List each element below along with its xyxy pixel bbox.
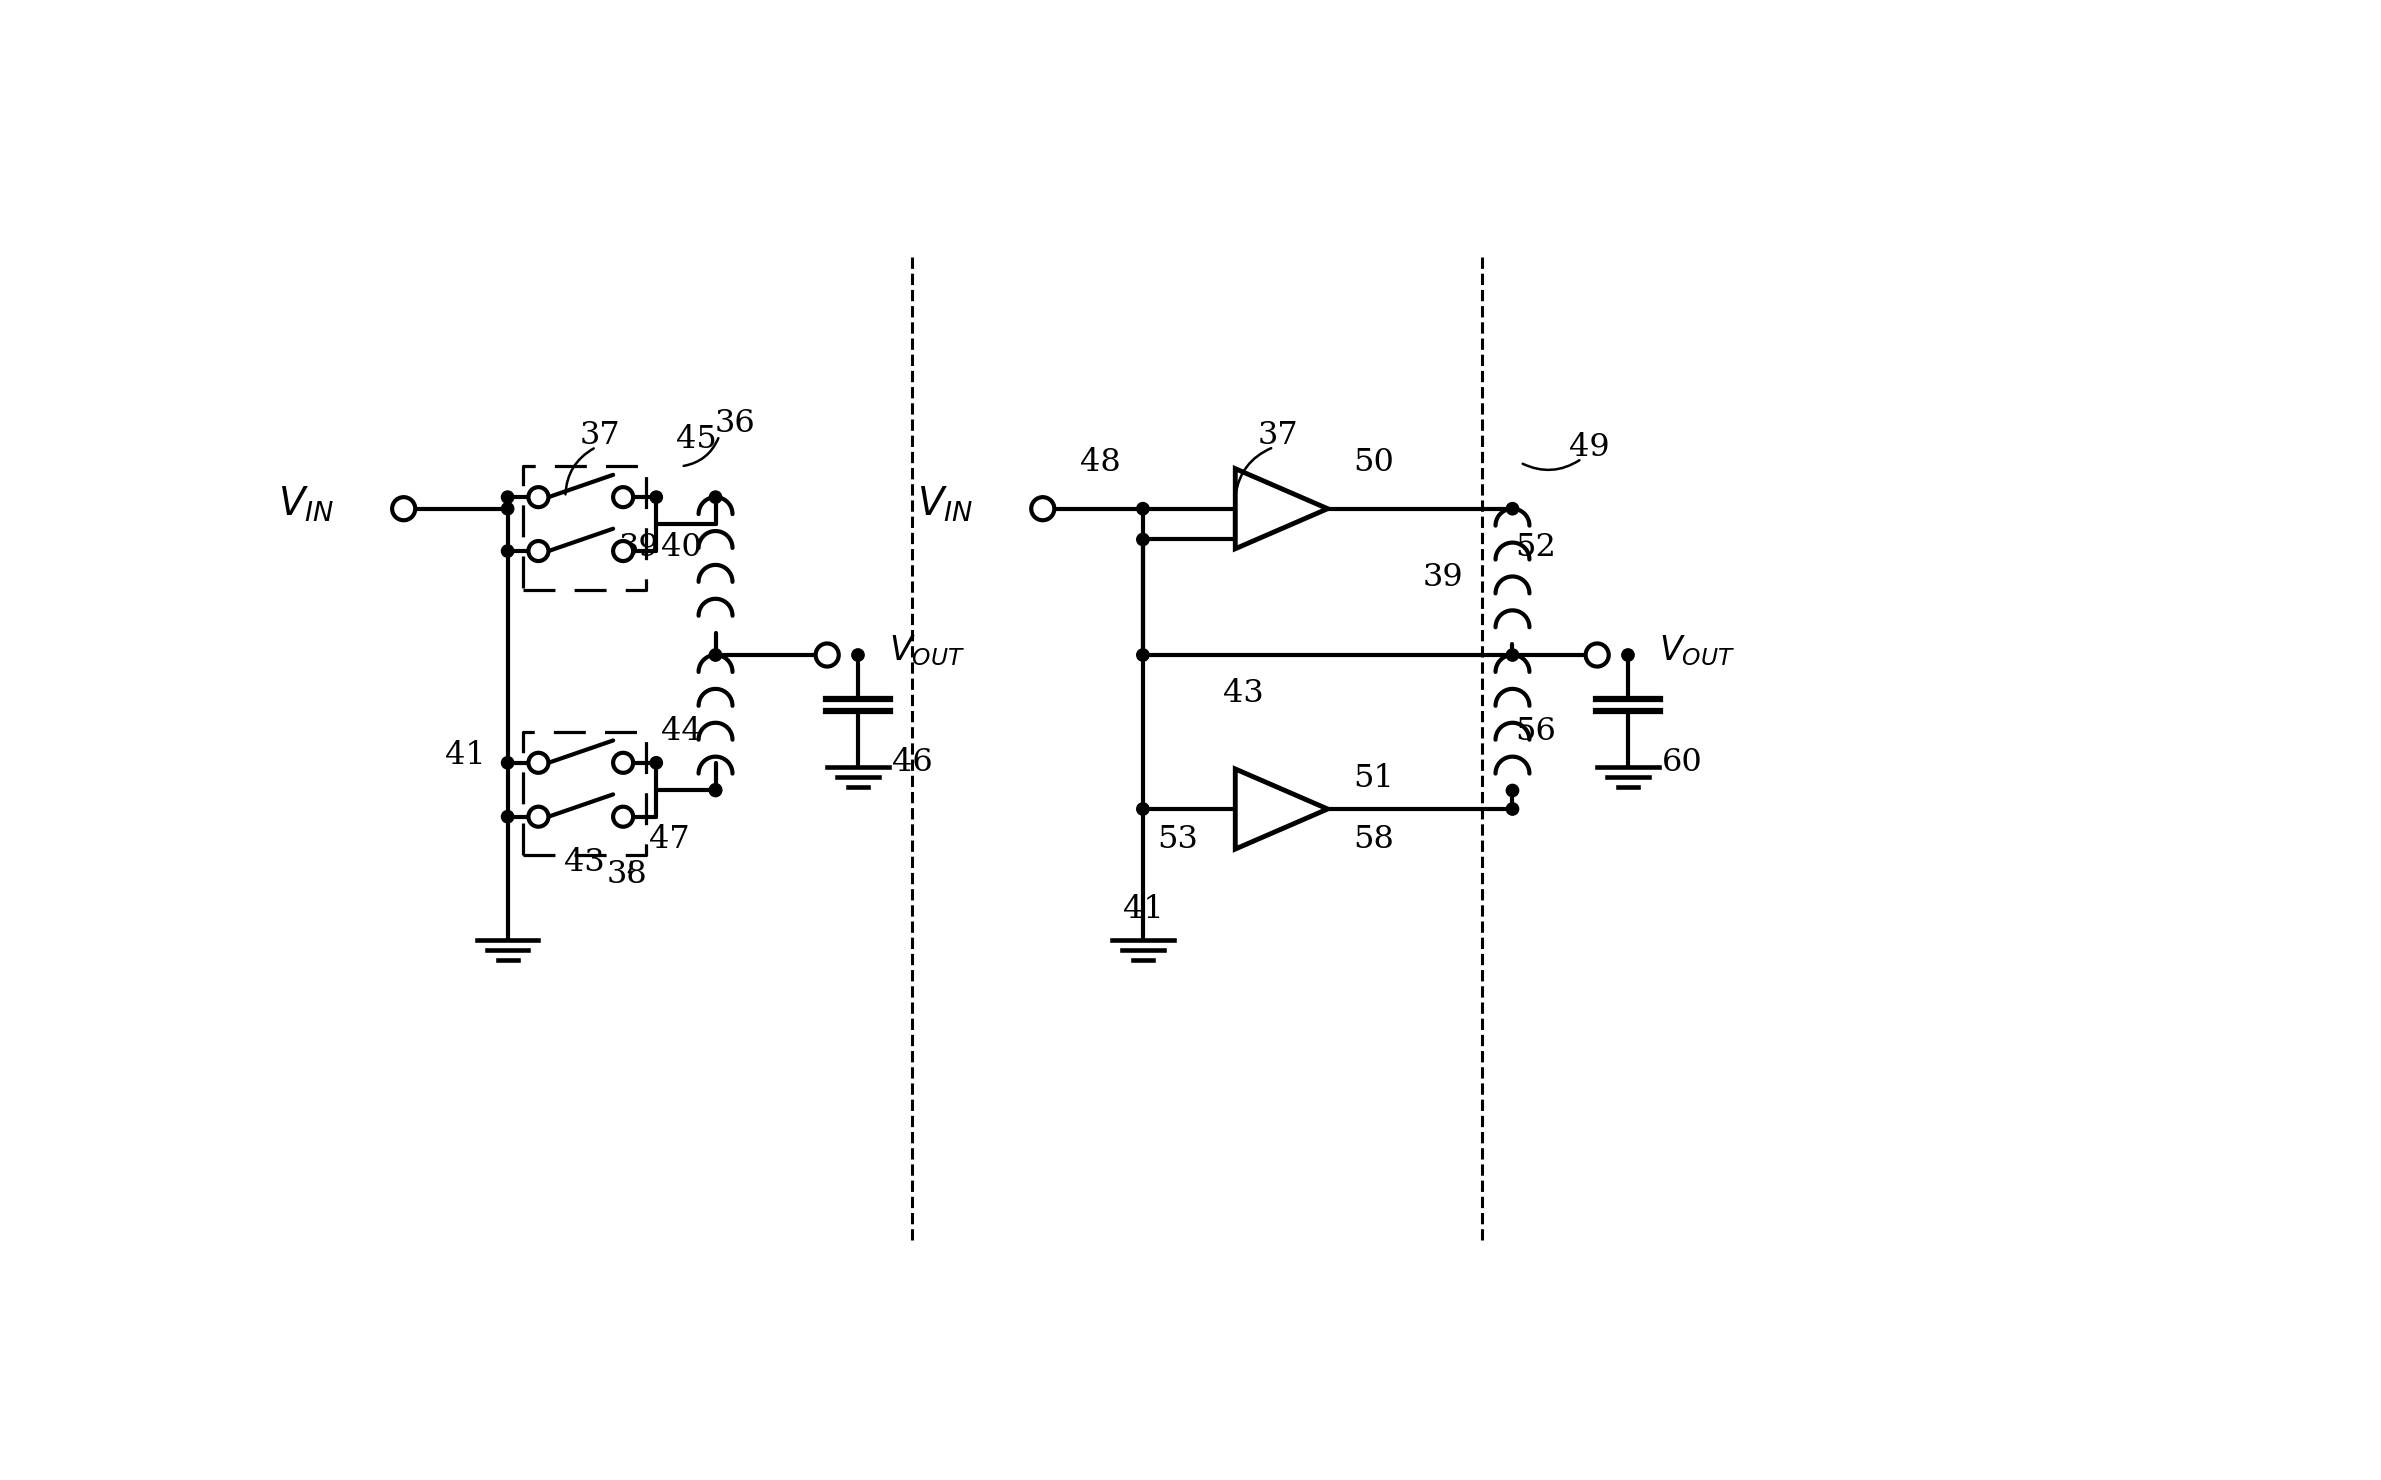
Circle shape xyxy=(614,807,633,827)
Text: 36: 36 xyxy=(714,408,755,440)
Circle shape xyxy=(1621,648,1633,662)
Circle shape xyxy=(393,497,414,521)
Text: 47: 47 xyxy=(650,824,690,855)
Circle shape xyxy=(529,542,548,561)
Text: 43: 43 xyxy=(564,848,605,879)
Circle shape xyxy=(1136,802,1150,815)
Text: 43: 43 xyxy=(1221,678,1264,709)
Circle shape xyxy=(502,811,514,823)
Circle shape xyxy=(1507,503,1519,515)
Circle shape xyxy=(1136,533,1150,546)
Text: 49: 49 xyxy=(1569,432,1610,463)
Text: 52: 52 xyxy=(1514,531,1557,562)
Text: 41: 41 xyxy=(1121,894,1164,925)
Text: 37: 37 xyxy=(579,420,621,451)
Circle shape xyxy=(502,756,514,770)
Circle shape xyxy=(710,491,721,503)
Circle shape xyxy=(852,648,864,662)
Text: 50: 50 xyxy=(1352,447,1395,478)
Circle shape xyxy=(614,542,633,561)
Circle shape xyxy=(1507,802,1519,815)
Circle shape xyxy=(502,545,514,556)
Text: 39: 39 xyxy=(1424,562,1464,593)
Text: $V_{OUT}$: $V_{OUT}$ xyxy=(1660,633,1736,669)
Text: 40: 40 xyxy=(660,531,702,562)
Text: 58: 58 xyxy=(1352,824,1395,855)
Circle shape xyxy=(1136,503,1150,515)
Text: 41: 41 xyxy=(445,740,486,771)
Circle shape xyxy=(529,487,548,508)
Text: 44: 44 xyxy=(660,716,702,747)
Circle shape xyxy=(529,753,548,773)
Circle shape xyxy=(710,783,721,796)
Circle shape xyxy=(1136,648,1150,662)
Text: 37: 37 xyxy=(1257,420,1298,451)
Circle shape xyxy=(502,503,514,515)
Text: $V_{OUT}$: $V_{OUT}$ xyxy=(888,633,964,669)
Text: 45: 45 xyxy=(676,423,717,454)
Text: 38: 38 xyxy=(607,858,648,889)
Circle shape xyxy=(1586,644,1610,666)
Text: $V_{IN}$: $V_{IN}$ xyxy=(917,485,974,524)
Circle shape xyxy=(1507,784,1519,796)
Text: 46: 46 xyxy=(890,747,933,778)
Circle shape xyxy=(529,807,548,827)
Text: 48: 48 xyxy=(1081,447,1121,478)
Text: 56: 56 xyxy=(1514,716,1557,747)
Text: 39: 39 xyxy=(619,531,660,562)
Text: 51: 51 xyxy=(1352,762,1395,793)
Text: 60: 60 xyxy=(1662,747,1702,778)
Text: 53: 53 xyxy=(1157,824,1198,855)
Circle shape xyxy=(650,756,662,770)
Circle shape xyxy=(614,753,633,773)
Circle shape xyxy=(1031,497,1055,521)
Circle shape xyxy=(614,487,633,508)
Circle shape xyxy=(710,784,721,796)
Circle shape xyxy=(502,491,514,503)
Circle shape xyxy=(710,648,721,662)
Text: $V_{IN}$: $V_{IN}$ xyxy=(279,485,333,524)
Circle shape xyxy=(817,644,838,666)
Circle shape xyxy=(650,491,662,503)
Circle shape xyxy=(1507,648,1519,662)
